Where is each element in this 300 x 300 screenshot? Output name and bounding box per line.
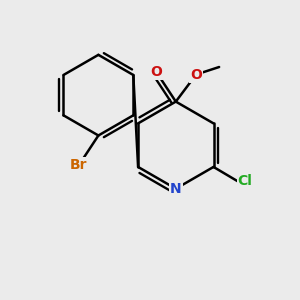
Text: Br: Br [70, 158, 88, 172]
Text: O: O [150, 65, 162, 79]
Text: O: O [190, 68, 202, 82]
Text: N: N [170, 182, 182, 196]
Text: Cl: Cl [238, 174, 253, 188]
